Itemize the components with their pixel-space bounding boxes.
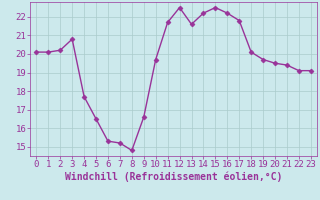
X-axis label: Windchill (Refroidissement éolien,°C): Windchill (Refroidissement éolien,°C)	[65, 172, 282, 182]
